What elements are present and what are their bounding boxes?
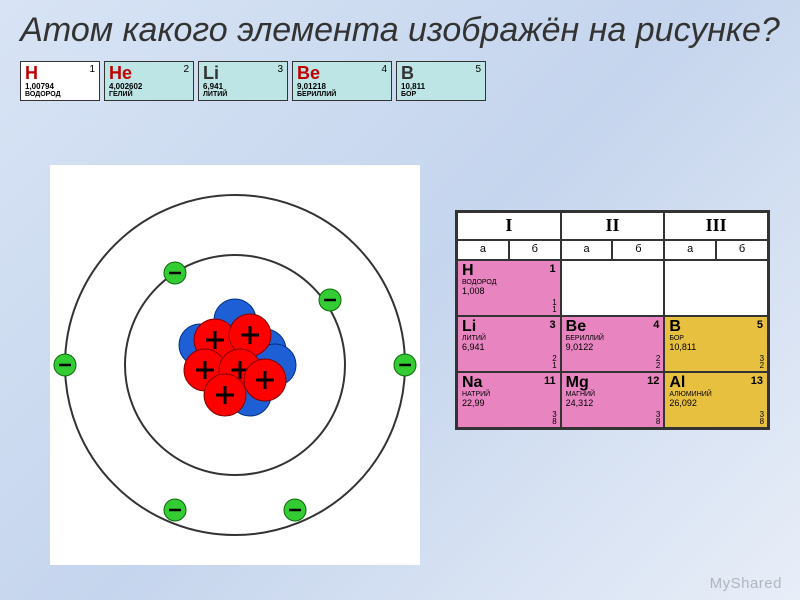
pt-name: НАТРИЙ xyxy=(462,391,556,398)
pt-cell-na: Na11 НАТРИЙ22,99 38 xyxy=(457,372,561,428)
pt-mass: 26,092 xyxy=(669,398,763,408)
pt-name: БЕРИЛЛИЙ xyxy=(566,335,660,342)
pt-shell: 32 xyxy=(760,355,764,369)
card-element-name: БЕРИЛЛИЙ xyxy=(297,91,387,98)
card-number: 3 xyxy=(277,64,283,75)
card-mass: 1,00794 xyxy=(25,82,95,91)
pt-cell-li: Li3 ЛИТИЙ6,941 21 xyxy=(457,316,561,372)
pt-subgroup-header: б xyxy=(716,240,768,260)
pt-symbol: B xyxy=(669,319,763,335)
element-cards-row: H1 1,00794ВОДОРОД He2 4,002602ГЕЛИЙ Li3 6,941… xyxy=(0,61,800,101)
card-element-name: ВОДОРОД xyxy=(25,91,95,98)
card-symbol: Li xyxy=(203,64,283,82)
pt-mass: 6,941 xyxy=(462,342,556,352)
card-symbol: H xyxy=(25,64,95,82)
pt-subgroup-header: а xyxy=(561,240,613,260)
card-symbol: He xyxy=(109,64,189,82)
pt-number: 13 xyxy=(751,375,763,387)
pt-name: ЛИТИЙ xyxy=(462,335,556,342)
pt-symbol: Li xyxy=(462,319,556,335)
card-number: 4 xyxy=(381,64,387,75)
pt-number: 12 xyxy=(647,375,659,387)
pt-number: 1 xyxy=(550,263,556,275)
card-element-name: ЛИТИЙ xyxy=(203,91,283,98)
card-symbol: Be xyxy=(297,64,387,82)
pt-mass: 1,008 xyxy=(462,286,556,296)
pt-shell: 11 xyxy=(552,299,556,313)
page-title: Атом какого элемента изображён на рисунк… xyxy=(0,0,800,56)
pt-name: АЛЮМИНИЙ xyxy=(669,391,763,398)
card-mass: 9,01218 xyxy=(297,82,387,91)
pt-number: 5 xyxy=(757,319,763,331)
watermark: MyShared xyxy=(710,575,782,592)
element-card-he: He2 4,002602ГЕЛИЙ xyxy=(104,61,194,101)
pt-subgroup-header: а xyxy=(457,240,509,260)
pt-mass: 9,0122 xyxy=(566,342,660,352)
periodic-table-fragment: IIIIIIабабабH1ВОДОРОД1,00811Li3ЛИТИЙ6,94… xyxy=(455,210,770,430)
card-mass: 6,941 xyxy=(203,82,283,91)
pt-mass: 10,811 xyxy=(669,342,763,352)
pt-symbol: Al xyxy=(669,375,763,391)
pt-cell-empty xyxy=(561,260,665,316)
pt-name: БОР xyxy=(669,335,763,342)
element-card-h: H1 1,00794ВОДОРОД xyxy=(20,61,100,101)
pt-cell-al: Al13 АЛЮМИНИЙ26,092 38 xyxy=(664,372,768,428)
pt-cell-b: B5 БОР10,811 32 xyxy=(664,316,768,372)
card-number: 2 xyxy=(183,64,189,75)
pt-shell: 38 xyxy=(760,411,764,425)
pt-number: 3 xyxy=(550,319,556,331)
pt-number: 4 xyxy=(653,319,659,331)
pt-cell-mg: Mg12 МАГНИЙ24,312 38 xyxy=(561,372,665,428)
pt-number: 11 xyxy=(544,375,556,387)
pt-symbol: H xyxy=(462,263,556,279)
pt-mass: 22,99 xyxy=(462,398,556,408)
pt-subgroup-header: б xyxy=(509,240,561,260)
pt-shell: 22 xyxy=(656,355,660,369)
pt-cell-empty xyxy=(664,260,768,316)
card-symbol: B xyxy=(401,64,481,82)
pt-name: МАГНИЙ xyxy=(566,391,660,398)
pt-mass: 24,312 xyxy=(566,398,660,408)
pt-group-header: I xyxy=(457,212,561,240)
card-element-name: БОР xyxy=(401,91,481,98)
pt-group-header: II xyxy=(561,212,665,240)
pt-cell-h: H1 ВОДОРОД1,008 11 xyxy=(457,260,561,316)
pt-cell-be: Be4 БЕРИЛЛИЙ9,0122 22 xyxy=(561,316,665,372)
atom-diagram xyxy=(50,165,420,565)
card-number: 5 xyxy=(475,64,481,75)
element-card-b: B5 10,811БОР xyxy=(396,61,486,101)
pt-shell: 21 xyxy=(552,355,556,369)
element-card-li: Li3 6,941ЛИТИЙ xyxy=(198,61,288,101)
pt-name: ВОДОРОД xyxy=(462,279,556,286)
pt-group-header: III xyxy=(664,212,768,240)
pt-shell: 38 xyxy=(656,411,660,425)
pt-symbol: Na xyxy=(462,375,556,391)
pt-symbol: Be xyxy=(566,319,660,335)
pt-shell: 38 xyxy=(552,411,556,425)
card-number: 1 xyxy=(89,64,95,75)
pt-subgroup-header: б xyxy=(612,240,664,260)
pt-subgroup-header: а xyxy=(664,240,716,260)
card-mass: 4,002602 xyxy=(109,82,189,91)
pt-symbol: Mg xyxy=(566,375,660,391)
card-mass: 10,811 xyxy=(401,82,481,91)
card-element-name: ГЕЛИЙ xyxy=(109,91,189,98)
element-card-be: Be4 9,01218БЕРИЛЛИЙ xyxy=(292,61,392,101)
